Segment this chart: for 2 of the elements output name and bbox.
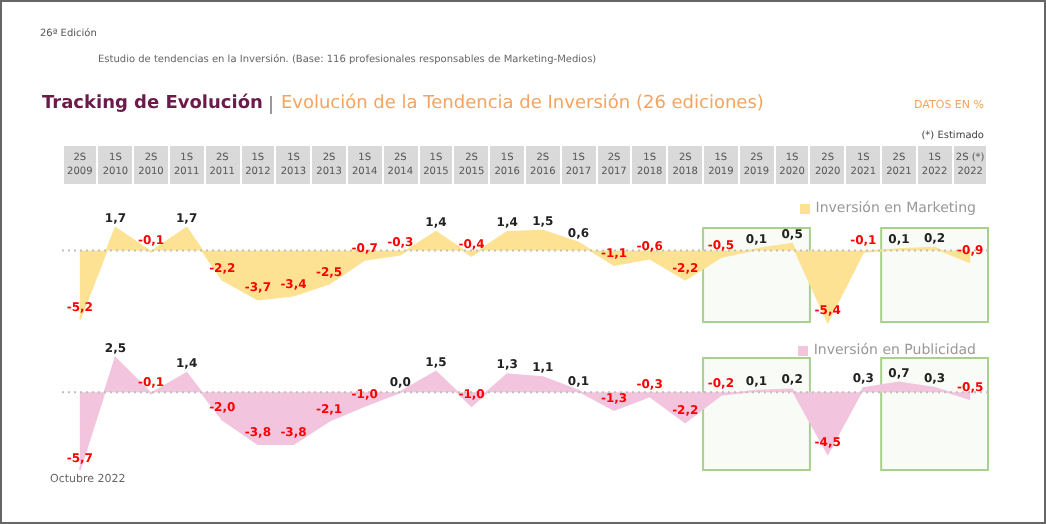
chart-subtitle: Evolución de la Tendencia de Inversión (26 ediciones) bbox=[280, 94, 764, 114]
chart-title: Tracking de Evolución bbox=[42, 94, 263, 114]
